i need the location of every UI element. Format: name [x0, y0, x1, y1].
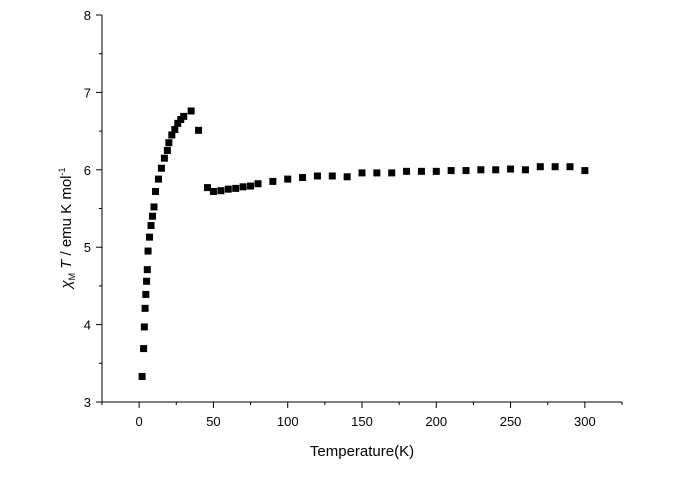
y-tick-label: 5: [84, 240, 91, 255]
x-tick-label: 300: [574, 414, 596, 429]
data-point: [232, 184, 240, 192]
data-point: [171, 126, 179, 134]
data-point: [157, 164, 165, 172]
data-point: [209, 187, 217, 195]
data-point: [150, 203, 158, 211]
data-point: [403, 167, 411, 175]
y-axis-title-subscript: M: [67, 273, 77, 281]
data-point: [142, 290, 150, 298]
y-tick-label: 4: [84, 318, 91, 333]
data-point: [507, 165, 515, 173]
data-point: [147, 222, 155, 230]
y-axis-title-variable: T: [58, 258, 75, 269]
data-point: [521, 166, 529, 174]
data-point: [144, 247, 152, 255]
data-point: [187, 107, 195, 115]
data-point: [146, 233, 154, 241]
data-point: [203, 184, 211, 192]
data-point: [328, 172, 336, 180]
data-point: [566, 163, 574, 171]
data-point: [462, 167, 470, 175]
data-point: [143, 277, 151, 285]
data-point: [143, 266, 151, 274]
y-axis-title-symbol: χ: [58, 280, 75, 291]
x-tick-label: 0: [136, 414, 143, 429]
data-point: [536, 163, 544, 171]
y-axis-title-superscript: -1: [57, 167, 67, 175]
x-ticks: 0 50 100 150 200 250 300: [101, 402, 623, 429]
y-tick-label: 3: [84, 395, 91, 410]
x-tick-label: 200: [425, 414, 447, 429]
data-point: [373, 169, 381, 177]
data-point: [165, 139, 173, 147]
x-tick-label: 100: [277, 414, 299, 429]
x-tick-label: 50: [206, 414, 220, 429]
data-point: [358, 169, 366, 177]
y-axis-title: χMT / emu K mol-1: [57, 167, 77, 290]
data-point: [163, 146, 171, 154]
x-tick-label: 250: [500, 414, 522, 429]
data-point: [224, 185, 232, 193]
data-point: [269, 177, 277, 185]
y-tick-label: 8: [84, 8, 91, 23]
data-point: [140, 345, 148, 353]
data-point: [432, 167, 440, 175]
y-tick-label: 7: [84, 85, 91, 100]
data-point: [551, 163, 559, 171]
x-axis-title: Temperature(K): [310, 443, 414, 460]
data-point: [247, 182, 255, 190]
data-point: [299, 174, 307, 182]
data-point: [284, 175, 292, 183]
data-point: [195, 126, 203, 134]
data-point: [581, 167, 589, 175]
x-tick-label: 150: [351, 414, 373, 429]
data-point: [254, 180, 262, 188]
data-point: [492, 166, 500, 174]
data-point: [174, 119, 182, 127]
data-point: [313, 172, 321, 180]
data-point: [417, 167, 425, 175]
data-point: [388, 169, 396, 177]
data-point: [140, 323, 148, 331]
data-point: [239, 183, 247, 191]
y-ticks: 3 4 5 6 7 8: [84, 8, 102, 410]
data-point: [141, 304, 149, 312]
data-points: [138, 107, 589, 380]
data-point: [168, 131, 176, 139]
y-tick-label: 6: [84, 163, 91, 178]
data-point: [138, 372, 146, 380]
data-point: [180, 112, 188, 120]
data-point: [151, 187, 159, 195]
axes: 0 50 100 150 200 250 300 3 4 5 6 7 8: [84, 8, 623, 429]
data-point: [217, 187, 225, 195]
data-point: [447, 167, 455, 175]
data-point: [477, 166, 485, 174]
data-point: [149, 212, 157, 220]
data-point: [154, 175, 162, 183]
data-point: [160, 154, 168, 162]
data-point: [343, 173, 351, 181]
y-axis-title-text: / emu K mol: [58, 175, 75, 259]
